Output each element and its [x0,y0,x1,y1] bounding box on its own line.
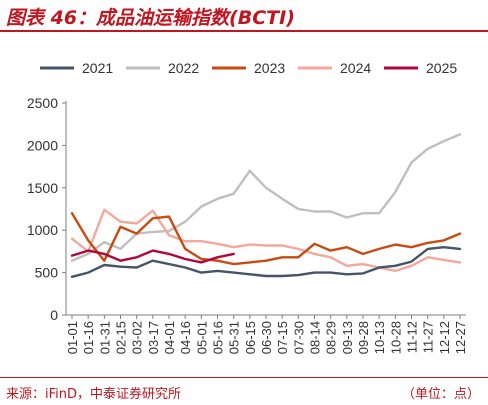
x-tick-label: 03-17 [146,321,161,354]
legend-label-2024: 2024 [340,60,371,76]
legend-label-2022: 2022 [168,60,199,76]
y-tick-label: 1000 [27,222,58,238]
legend-label-2025: 2025 [426,60,457,76]
series-line-2023 [70,211,462,266]
x-tick-label: 05-16 [211,321,226,354]
chart-legend: 2021 2022 2023 2024 2025 [40,60,457,76]
x-tick-label: 04-01 [162,321,177,354]
series-line-2022 [70,133,462,262]
x-tick-label: 12-12 [437,321,452,354]
x-tick-label: 01-16 [81,321,96,354]
x-tick-label: 09-28 [356,321,371,354]
chart-title: 图表 46：成品油运输指数(BCTI) [6,7,295,29]
y-axis: 0 500 1000 1500 2000 2500 [27,95,67,323]
x-tick-label: 01-01 [65,321,80,354]
series-line-2024 [70,208,462,273]
x-tick-label: 06-15 [243,321,258,354]
x-tick-label: 07-15 [275,321,290,354]
x-tick-label: 03-02 [130,321,145,354]
x-axis: 01-01 01-16 01-31 02-15 03-02 03-17 04-01 04-16… [65,314,468,354]
line-chart: 2021 2022 2023 2024 2025 0 500 1000 1500 2000 250… [27,60,468,354]
x-tick-label: 01-31 [97,321,112,354]
x-tick-label: 07-30 [291,321,306,354]
x-tick-label: 11-27 [421,321,436,353]
x-tick-label: 10-28 [388,321,403,354]
source-note: 来源：iFinD，中泰证券研究所 [6,387,182,402]
unit-note: （单位：点） [401,387,480,402]
x-tick-label: 09-13 [340,321,355,354]
legend-label-2021: 2021 [82,60,113,76]
x-tick-label: 05-01 [194,321,209,354]
x-tick-label: 08-14 [308,321,323,354]
footer-divider [0,377,488,378]
plot-area [70,133,462,278]
legend-label-2023: 2023 [254,60,285,76]
x-tick-label: 06-30 [259,321,274,354]
title-divider [0,30,488,32]
x-tick-label: 08-29 [324,321,339,354]
y-tick-label: 1500 [27,180,58,196]
y-tick-label: 500 [35,265,59,281]
x-tick-label: 12-27 [453,321,468,354]
x-tick-label: 04-16 [178,321,193,354]
series-line-2021 [70,245,462,278]
x-tick-label: 05-31 [227,321,242,354]
x-tick-label: 11-12 [405,321,420,353]
y-tick-label: 0 [50,307,58,323]
series-line-2025 [70,249,235,264]
y-tick-label: 2500 [27,95,58,111]
x-tick-label: 02-15 [114,321,129,354]
x-tick-label: 10-13 [372,321,387,354]
y-tick-label: 2000 [27,137,58,153]
